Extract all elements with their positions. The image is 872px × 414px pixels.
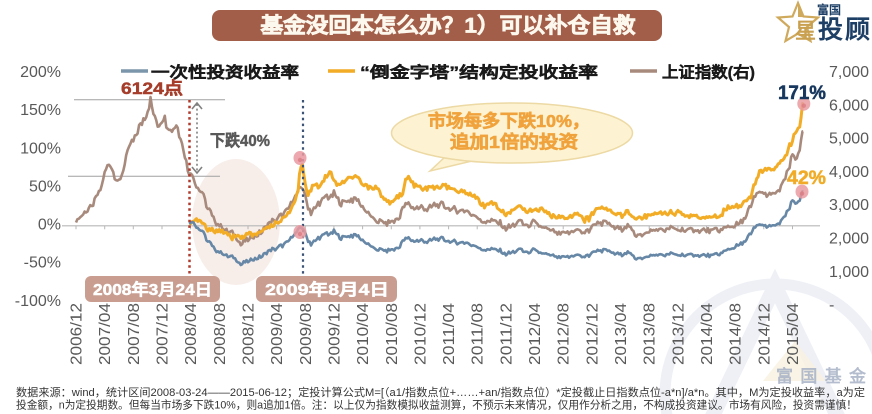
svg-text:3,000: 3,000 <box>829 197 869 214</box>
svg-text:2010/08: 2010/08 <box>384 303 401 365</box>
svg-text:2010/12: 2010/12 <box>412 303 429 365</box>
svg-text:-: - <box>829 297 834 314</box>
svg-text:2006/12: 2006/12 <box>69 303 86 365</box>
svg-text:数据来源：wind，统计区间2008-03-24——2015: 数据来源：wind，统计区间2008-03-24——2015-06-12；定投计… <box>16 385 865 399</box>
svg-text:市场每多下跌10%，: 市场每多下跌10%， <box>428 111 590 131</box>
svg-text:-50%: -50% <box>24 255 61 272</box>
svg-text:2014/08: 2014/08 <box>728 303 745 365</box>
svg-text:投金额，n为定投期数。但每当市场多下跌10%，则a追加1倍。: 投金额，n为定投期数。但每当市场多下跌10%，则a追加1倍。注：以上仅为指数模拟… <box>16 398 857 412</box>
svg-text:2011/08: 2011/08 <box>470 303 487 365</box>
svg-text:2008/12: 2008/12 <box>241 303 258 365</box>
svg-text:150%: 150% <box>20 102 61 119</box>
svg-text:基金没回本怎么办？1）可以补仓自救: 基金没回本怎么办？1）可以补仓自救 <box>261 14 636 38</box>
svg-text:2013/04: 2013/04 <box>613 303 630 365</box>
svg-text:2014/04: 2014/04 <box>699 303 716 365</box>
svg-text:2014/12: 2014/12 <box>756 303 773 365</box>
svg-text:投顾: 投顾 <box>818 15 872 44</box>
svg-text:2013/08: 2013/08 <box>642 303 659 365</box>
svg-text:-100%: -100% <box>15 293 61 310</box>
svg-text:星: 星 <box>795 20 816 43</box>
svg-text:42%: 42% <box>787 168 826 189</box>
svg-text:2008/08: 2008/08 <box>212 303 229 365</box>
svg-text:100%: 100% <box>20 140 61 157</box>
svg-text:1,000: 1,000 <box>829 264 869 281</box>
svg-text:2012/12: 2012/12 <box>584 303 601 365</box>
svg-text:2015/04: 2015/04 <box>785 303 802 365</box>
svg-text:2009/08: 2009/08 <box>298 303 315 365</box>
svg-text:7,000: 7,000 <box>829 64 869 81</box>
svg-text:5,000: 5,000 <box>829 131 869 148</box>
svg-text:2012/08: 2012/08 <box>556 303 573 365</box>
svg-text:4,000: 4,000 <box>829 164 869 181</box>
svg-text:上证指数(右): 上证指数(右) <box>662 63 755 82</box>
svg-text:2011/12: 2011/12 <box>498 303 515 365</box>
svg-text:2009年8月4日: 2009年8月4日 <box>265 280 389 299</box>
svg-text:2007/08: 2007/08 <box>126 303 143 365</box>
svg-text:2009/12: 2009/12 <box>326 303 343 365</box>
svg-text:6,000: 6,000 <box>829 97 869 114</box>
svg-text:追加1倍的投资: 追加1倍的投资 <box>450 132 579 152</box>
svg-text:2008/04: 2008/04 <box>183 303 200 365</box>
svg-text:2007/04: 2007/04 <box>97 303 114 365</box>
svg-text:6124点: 6124点 <box>121 78 183 98</box>
svg-text:2011/04: 2011/04 <box>441 303 458 365</box>
svg-text:2,000: 2,000 <box>829 231 869 248</box>
svg-text:一次性投资收益率: 一次性投资收益率 <box>151 63 300 82</box>
svg-text:2007/12: 2007/12 <box>155 303 172 365</box>
svg-text:下跌40%: 下跌40% <box>210 131 270 150</box>
svg-text:50%: 50% <box>29 178 61 195</box>
svg-text:2009/04: 2009/04 <box>269 303 286 365</box>
svg-text:0%: 0% <box>38 217 61 234</box>
svg-text:2013/12: 2013/12 <box>670 303 687 365</box>
svg-text:“倒金字塔”结构定投收益率: “倒金字塔”结构定投收益率 <box>360 63 599 82</box>
svg-text:200%: 200% <box>20 64 61 81</box>
svg-text:2012/04: 2012/04 <box>527 303 544 365</box>
svg-text:富国: 富国 <box>817 2 841 17</box>
svg-text:171%: 171% <box>778 83 826 104</box>
svg-text:2010/04: 2010/04 <box>355 303 372 365</box>
svg-text:2008年3月24日: 2008年3月24日 <box>93 280 212 299</box>
